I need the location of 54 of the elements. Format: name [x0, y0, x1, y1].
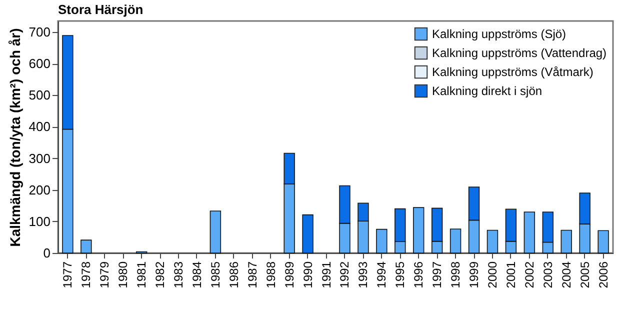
legend-label: Kalkning uppströms (Sjö) [432, 27, 566, 41]
legend-label: Kalkning uppströms (Vattendrag) [432, 46, 607, 60]
x-tick-label: 1986 [226, 261, 241, 288]
bar [560, 230, 572, 254]
x-tick-label: 2000 [485, 261, 500, 288]
x-tick-label: 1998 [448, 261, 463, 288]
x-tick-label: 1985 [208, 261, 222, 288]
x-tick-label: 1979 [98, 261, 112, 288]
bar [376, 228, 388, 254]
x-tick-label: 1996 [412, 261, 426, 288]
x-tick-label: 1987 [245, 261, 260, 288]
y-tick-label: 600 [28, 56, 50, 72]
x-tick-label: 1988 [264, 261, 278, 288]
x-tick-label: 1997 [430, 261, 444, 288]
x-tick-label: 2001 [504, 261, 518, 288]
y-tick-label: 500 [28, 88, 50, 103]
x-tick-label: 1984 [190, 261, 204, 288]
bar [450, 228, 462, 254]
x-tick-label: 1991 [319, 261, 334, 288]
x-tick-label: 1989 [282, 261, 296, 288]
x-tick-label: 1978 [79, 261, 94, 288]
y-tick-label: 300 [28, 150, 50, 166]
y-tick-label: 400 [28, 119, 50, 134]
x-tick-label: 2002 [522, 261, 536, 288]
y-tick-label: 0 [43, 246, 50, 260]
y-tick-label: 700 [28, 24, 50, 40]
x-tick-label: 2005 [578, 261, 592, 288]
bar [413, 207, 424, 254]
x-tick-label: 1993 [356, 261, 370, 288]
x-tick-label: 1983 [172, 261, 186, 288]
x-tick-label: 1980 [116, 261, 130, 288]
bar [598, 230, 609, 254]
x-tick-label: 1999 [467, 261, 482, 288]
y-tick-label: 200 [28, 182, 50, 198]
x-tick-label: 1992 [338, 261, 352, 288]
bar [80, 240, 92, 254]
legend-label: Kalkning uppströms (Våtmark) [432, 65, 594, 79]
x-tick-label: 2004 [559, 261, 574, 288]
bar [524, 212, 536, 254]
x-tick-label: 1977 [60, 261, 75, 288]
bar [210, 210, 222, 254]
x-tick-label: 1990 [300, 261, 315, 288]
chart-title: Stora Härsjön [58, 2, 144, 17]
bar [486, 230, 498, 254]
x-tick-label: 1995 [393, 261, 408, 288]
x-tick-label: 2003 [540, 261, 555, 288]
x-tick-label: 2006 [596, 261, 610, 288]
x-tick-label: 1981 [134, 261, 149, 288]
legend-label: Kalkning direkt i sjön [432, 84, 542, 98]
x-tick-label: 1994 [374, 261, 389, 288]
x-tick-label: 1982 [153, 261, 168, 288]
bar [302, 214, 314, 254]
y-tick-label: 100 [28, 214, 50, 229]
y-axis-title: Kalkmängd (ton/yta (km²) och år) [6, 28, 23, 247]
